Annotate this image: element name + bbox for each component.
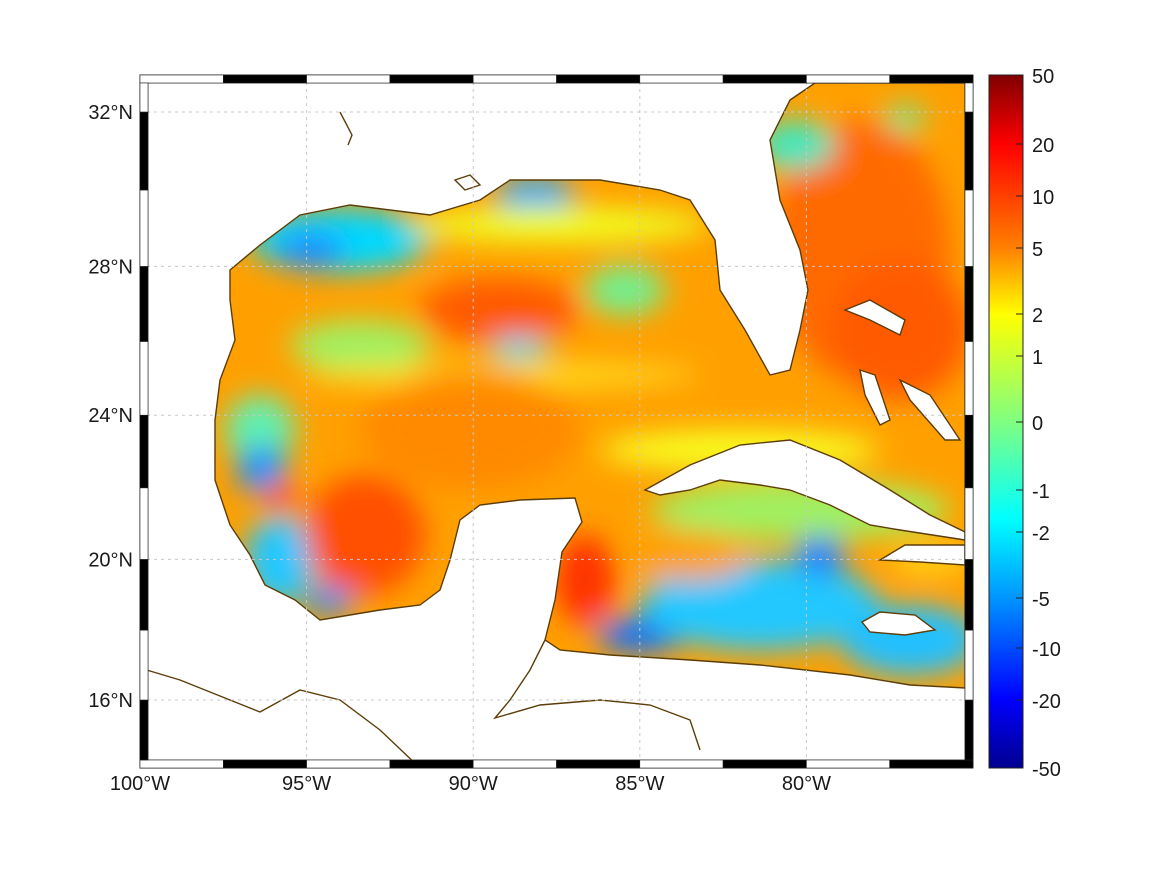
latitude-labels: 32°N 28°N 24°N 20°N 16°N <box>88 102 133 712</box>
frame-segment <box>964 487 974 560</box>
frame-segment <box>889 74 974 84</box>
frame-segment <box>139 487 149 560</box>
colorbar-tick-label: 20 <box>1032 135 1054 157</box>
frame-segment <box>223 74 307 84</box>
frame-segment <box>639 74 724 84</box>
lon-tick-label: 85°W <box>615 773 664 795</box>
frame-segment <box>139 74 224 84</box>
frame-segment <box>472 759 557 769</box>
frame-segment <box>964 414 974 489</box>
colorbar-tick-label: 10 <box>1032 187 1054 209</box>
colorbar-tick-label: 0 <box>1032 413 1043 435</box>
frame-segment <box>306 74 391 84</box>
frame-segment <box>964 559 974 631</box>
bahamas <box>843 299 962 441</box>
frame-segment <box>964 699 974 761</box>
colorbar-tick-label: -5 <box>1032 589 1050 611</box>
frame-segment <box>139 189 149 267</box>
frame-segment <box>139 759 224 769</box>
lon-tick-label: 100°W <box>110 773 170 795</box>
lon-tick-label: 95°W <box>282 773 331 795</box>
frame-segment <box>389 74 474 84</box>
lat-tick-label: 32°N <box>88 102 133 124</box>
lon-tick-label: 90°W <box>449 773 498 795</box>
frame-segment <box>722 74 807 84</box>
colorbar-tick-label: -1 <box>1032 481 1050 503</box>
coastline <box>139 82 966 769</box>
frame-segment <box>889 759 974 769</box>
frame-segment <box>139 341 149 416</box>
frame-segment <box>964 341 974 416</box>
colorbar-tick-label: 50 <box>1032 66 1054 88</box>
frame-segment <box>964 629 974 701</box>
frame-segment <box>139 559 149 631</box>
lat-tick-label: 16°N <box>88 690 133 712</box>
frame-segment <box>139 414 149 489</box>
colorbar-tick-label: 2 <box>1032 305 1043 327</box>
colorbar-tick-label: -20 <box>1032 691 1061 713</box>
data-field <box>215 83 965 688</box>
frame-segment <box>556 759 641 769</box>
lat-tick-label: 24°N <box>88 405 133 427</box>
frame-segment <box>806 74 891 84</box>
lat-tick-label: 28°N <box>88 256 133 278</box>
frame-segment <box>139 699 149 761</box>
colorbar-tick-label: 5 <box>1032 239 1043 261</box>
frame-segment <box>806 759 891 769</box>
frame-segment <box>556 74 641 84</box>
lat-tick-label: 20°N <box>88 549 133 571</box>
frame-segment <box>139 82 149 113</box>
frame-segment <box>964 111 974 191</box>
frame-segment <box>306 759 391 769</box>
colorbar-tick-label: -2 <box>1032 523 1050 545</box>
frame-segment <box>139 266 149 342</box>
colorbar-tick-label: -10 <box>1032 639 1061 661</box>
lon-tick-label: 80°W <box>782 773 831 795</box>
frame-segment <box>964 266 974 342</box>
frame-segment <box>139 111 149 191</box>
frame-segment <box>964 82 974 113</box>
jamaica <box>860 611 937 636</box>
frame-segment <box>389 759 474 769</box>
frame-segment <box>964 189 974 267</box>
colorbar-tick-label: 1 <box>1032 347 1043 369</box>
frame-segment <box>639 759 724 769</box>
map-frame <box>139 74 974 769</box>
colorbar-tick-label: -50 <box>1032 759 1061 781</box>
frame-segment <box>223 759 307 769</box>
longitude-labels: 100°W 95°W 90°W 85°W 80°W <box>110 773 831 795</box>
graticule <box>140 75 973 768</box>
cuba <box>643 439 966 541</box>
frame-segment <box>139 629 149 701</box>
frame-segment <box>472 74 557 84</box>
frame-segment <box>722 759 807 769</box>
